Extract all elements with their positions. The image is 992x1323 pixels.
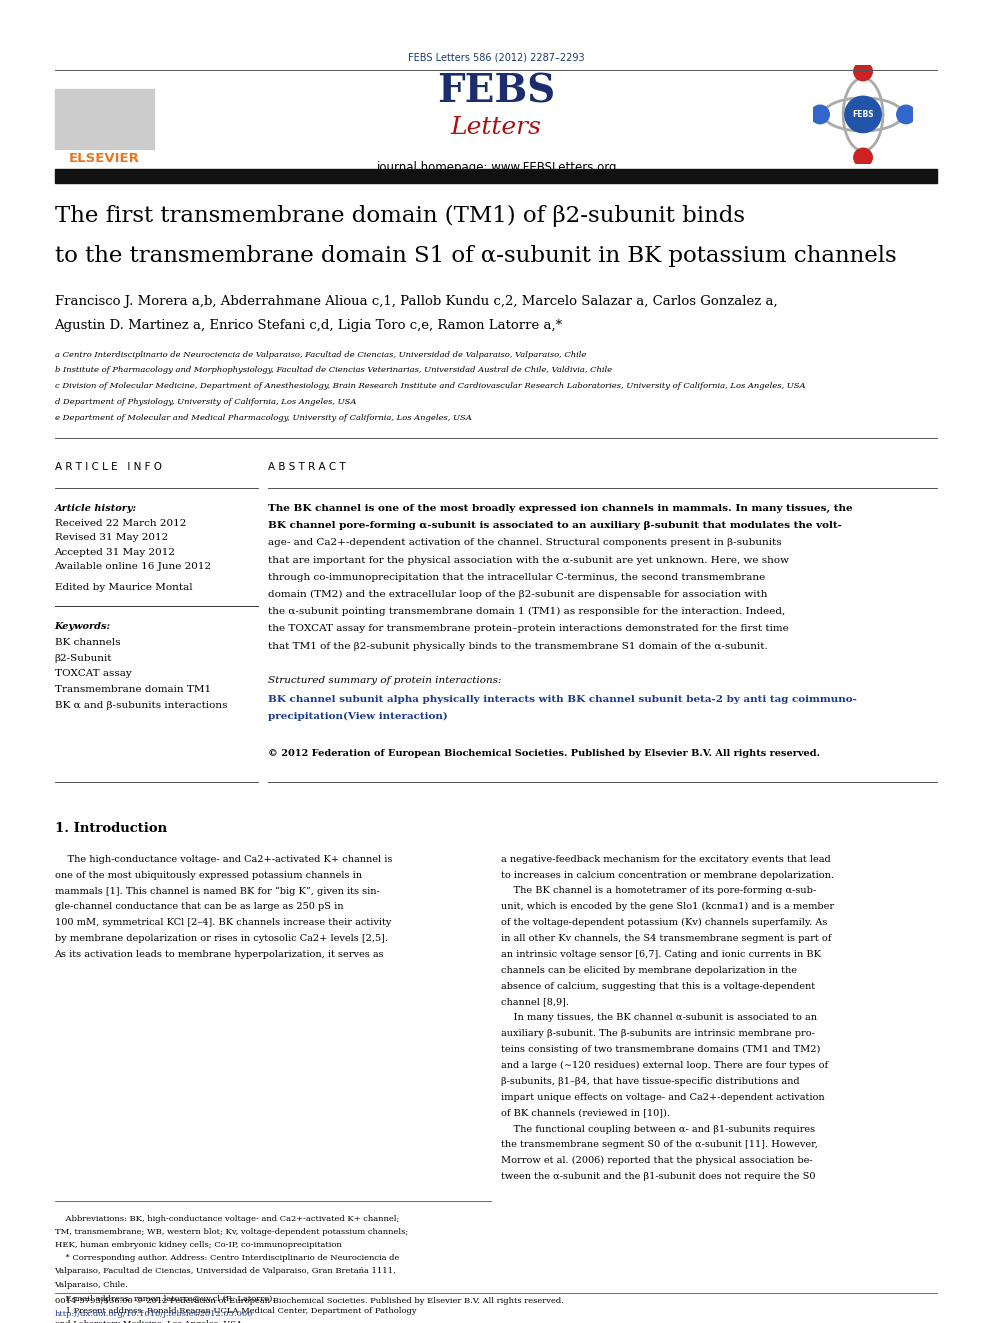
Text: Revised 31 May 2012: Revised 31 May 2012 [55,533,168,542]
Text: precipitation(View interaction): precipitation(View interaction) [268,712,447,721]
Text: Francisco J. Morera a,b, Abderrahmane Alioua c,1, Pallob Kundu c,2, Marcelo Sala: Francisco J. Morera a,b, Abderrahmane Al… [55,295,777,308]
Circle shape [854,62,872,81]
Text: to the transmembrane domain S1 of α-subunit in BK potassium channels: to the transmembrane domain S1 of α-subu… [55,245,896,267]
Text: Accepted 31 May 2012: Accepted 31 May 2012 [55,548,176,557]
Text: BK channel subunit alpha physically interacts with BK channel subunit beta-2 by : BK channel subunit alpha physically inte… [268,695,857,704]
Text: 100 mM, symmetrical KCl [2–4]. BK channels increase their activity: 100 mM, symmetrical KCl [2–4]. BK channe… [55,918,391,927]
Text: 1 Present address: Ronald Reagan UCLA Medical Center, Department of Pathology: 1 Present address: Ronald Reagan UCLA Me… [55,1307,417,1315]
Text: Morrow et al. (2006) reported that the physical association be-: Morrow et al. (2006) reported that the p… [501,1156,812,1166]
Text: an intrinsic voltage sensor [6,7]. Cating and ionic currents in BK: an intrinsic voltage sensor [6,7]. Catin… [501,950,821,959]
Text: http://dx.doi.org/10.1016/j.febslet.2012.05.066: http://dx.doi.org/10.1016/j.febslet.2012… [55,1310,253,1318]
Text: The BK channel is one of the most broadly expressed ion channels in mammals. In : The BK channel is one of the most broadl… [268,504,852,513]
Text: c Division of Molecular Medicine, Department of Anesthesiology, Brain Research I: c Division of Molecular Medicine, Depart… [55,382,806,390]
Text: the α-subunit pointing transmembrane domain 1 (TM1) as responsible for the inter: the α-subunit pointing transmembrane dom… [268,607,785,617]
Text: A B S T R A C T: A B S T R A C T [268,462,345,472]
Text: BK channels: BK channels [55,638,120,647]
Text: Transmembrane domain TM1: Transmembrane domain TM1 [55,685,210,695]
Text: of BK channels (reviewed in [10]).: of BK channels (reviewed in [10]). [501,1109,670,1118]
Text: E-mail address: ramon.latorre@uv.cl (R. Latorre).: E-mail address: ramon.latorre@uv.cl (R. … [55,1294,275,1302]
Text: domain (TM2) and the extracellular loop of the β2-subunit are dispensable for as: domain (TM2) and the extracellular loop … [268,590,768,599]
Text: As its activation leads to membrane hyperpolarization, it serves as: As its activation leads to membrane hype… [55,950,384,959]
Text: to increases in calcium concentration or membrane depolarization.: to increases in calcium concentration or… [501,871,834,880]
Text: β-subunits, β1–β4, that have tissue-specific distributions and: β-subunits, β1–β4, that have tissue-spec… [501,1077,800,1086]
Text: FEBS Letters 586 (2012) 2287–2293: FEBS Letters 586 (2012) 2287–2293 [408,53,584,64]
Text: through co-immunoprecipitation that the intracellular C-terminus, the second tra: through co-immunoprecipitation that the … [268,573,765,582]
Text: Valparaiso, Chile.: Valparaiso, Chile. [55,1281,128,1289]
Text: absence of calcium, suggesting that this is a voltage-dependent: absence of calcium, suggesting that this… [501,982,815,991]
Text: The BK channel is a homotetramer of its pore-forming α-sub-: The BK channel is a homotetramer of its … [501,886,816,896]
Text: Valparaiso, Facultad de Ciencias, Universidad de Valparaiso, Gran Bretaña 1111,: Valparaiso, Facultad de Ciencias, Univer… [55,1267,396,1275]
Circle shape [854,148,872,167]
Text: and a large (∼120 residues) external loop. There are four types of: and a large (∼120 residues) external loo… [501,1061,828,1070]
Text: 1. Introduction: 1. Introduction [55,822,167,835]
Text: the TOXCAT assay for transmembrane protein–protein interactions demonstrated for: the TOXCAT assay for transmembrane prote… [268,624,789,634]
Text: d Department of Physiology, University of California, Los Angeles, USA: d Department of Physiology, University o… [55,398,356,406]
Text: tween the α-subunit and the β1-subunit does not require the S0: tween the α-subunit and the β1-subunit d… [501,1172,815,1181]
Text: unit, which is encoded by the gene Slo1 (kcnma1) and is a member: unit, which is encoded by the gene Slo1 … [501,902,834,912]
Text: 0014-5793/$36.00 © 2012 Federation of European Biochemical Societies. Published : 0014-5793/$36.00 © 2012 Federation of Eu… [55,1297,563,1304]
Text: auxiliary β-subunit. The β-subunits are intrinsic membrane pro-: auxiliary β-subunit. The β-subunits are … [501,1029,814,1039]
Text: BK α and β-subunits interactions: BK α and β-subunits interactions [55,701,227,710]
Text: A R T I C L E   I N F O: A R T I C L E I N F O [55,462,162,472]
Text: © 2012 Federation of European Biochemical Societies. Published by Elsevier B.V. : © 2012 Federation of European Biochemica… [268,749,819,758]
Text: The high-conductance voltage- and Ca2+-activated K+ channel is: The high-conductance voltage- and Ca2+-a… [55,855,392,864]
Text: The functional coupling between α- and β1-subunits requires: The functional coupling between α- and β… [501,1125,815,1134]
Text: HEK, human embryonic kidney cells; Co-IP, co-immunoprecipitation: HEK, human embryonic kidney cells; Co-IP… [55,1241,341,1249]
Text: one of the most ubiquitously expressed potassium channels in: one of the most ubiquitously expressed p… [55,871,361,880]
Text: ELSEVIER: ELSEVIER [68,152,140,165]
Text: Agustin D. Martinez a, Enrico Stefani c,d, Ligia Toro c,e, Ramon Latorre a,*: Agustin D. Martinez a, Enrico Stefani c,… [55,319,562,332]
Circle shape [897,106,916,123]
Text: TOXCAT assay: TOXCAT assay [55,669,131,679]
Text: journal homepage: www.FEBSLetters.org: journal homepage: www.FEBSLetters.org [376,161,616,175]
Text: TM, transmembrane; WB, western blot; Kv, voltage-dependent potassium channels;: TM, transmembrane; WB, western blot; Kv,… [55,1228,408,1236]
Text: that are important for the physical association with the α-subunit are yet unkno: that are important for the physical asso… [268,556,789,565]
Text: channel [8,9].: channel [8,9]. [501,998,569,1007]
Text: Abbreviations: BK, high-conductance voltage- and Ca2+-activated K+ channel;: Abbreviations: BK, high-conductance volt… [55,1215,399,1222]
Text: the transmembrane segment S0 of the α-subunit [11]. However,: the transmembrane segment S0 of the α-su… [501,1140,817,1150]
Text: impart unique effects on voltage- and Ca2+-dependent activation: impart unique effects on voltage- and Ca… [501,1093,824,1102]
Text: that TM1 of the β2-subunit physically binds to the transmembrane S1 domain of th: that TM1 of the β2-subunit physically bi… [268,642,768,651]
Text: Article history:: Article history: [55,504,137,513]
Text: mammals [1]. This channel is named BK for “big K”, given its sin-: mammals [1]. This channel is named BK fo… [55,886,379,896]
Text: of the voltage-dependent potassium (Kv) channels superfamily. As: of the voltage-dependent potassium (Kv) … [501,918,827,927]
Text: Available online 16 June 2012: Available online 16 June 2012 [55,562,211,572]
Text: Keywords:: Keywords: [55,622,111,631]
Text: Received 22 March 2012: Received 22 March 2012 [55,519,186,528]
Text: Edited by Maurice Montal: Edited by Maurice Montal [55,583,192,593]
Text: Structured summary of protein interactions:: Structured summary of protein interactio… [268,676,501,685]
Text: BK channel pore-forming α-subunit is associated to an auxiliary β-subunit that m: BK channel pore-forming α-subunit is ass… [268,521,842,531]
Text: β2-Subunit: β2-Subunit [55,654,112,663]
Text: age- and Ca2+-dependent activation of the channel. Structural components present: age- and Ca2+-dependent activation of th… [268,538,782,548]
Text: a negative-feedback mechanism for the excitatory events that lead: a negative-feedback mechanism for the ex… [501,855,830,864]
Circle shape [845,97,881,132]
Text: a Centro Interdisciplinario de Neurociencia de Valparaiso, Facultad de Ciencias,: a Centro Interdisciplinario de Neurocien… [55,351,586,359]
Text: Letters: Letters [450,116,542,139]
Text: gle-channel conductance that can be as large as 250 pS in: gle-channel conductance that can be as l… [55,902,343,912]
Text: by membrane depolarization or rises in cytosolic Ca2+ levels [2,5].: by membrane depolarization or rises in c… [55,934,388,943]
Text: teins consisting of two transmembrane domains (TM1 and TM2): teins consisting of two transmembrane do… [501,1045,820,1054]
Text: * Corresponding author. Address: Centro Interdisciplinario de Neurociencia de: * Corresponding author. Address: Centro … [55,1254,399,1262]
Text: In many tissues, the BK channel α-subunit is associated to an: In many tissues, the BK channel α-subuni… [501,1013,817,1023]
Circle shape [810,106,829,123]
Text: channels can be elicited by membrane depolarization in the: channels can be elicited by membrane dep… [501,966,797,975]
Text: FEBS: FEBS [852,110,874,119]
Text: in all other Kv channels, the S4 transmembrane segment is part of: in all other Kv channels, the S4 transme… [501,934,831,943]
Text: and Laboratory Medicine, Los Angeles, USA.: and Laboratory Medicine, Los Angeles, US… [55,1320,244,1323]
Text: b Institute of Pharmacology and Morphophysiology, Facultad de Ciencias Veterinar: b Institute of Pharmacology and Morphoph… [55,366,612,374]
Text: e Department of Molecular and Medical Pharmacology, University of California, Lo: e Department of Molecular and Medical Ph… [55,414,471,422]
Text: The first transmembrane domain (TM1) of β2-subunit binds: The first transmembrane domain (TM1) of … [55,205,745,228]
Text: FEBS: FEBS [436,73,556,111]
